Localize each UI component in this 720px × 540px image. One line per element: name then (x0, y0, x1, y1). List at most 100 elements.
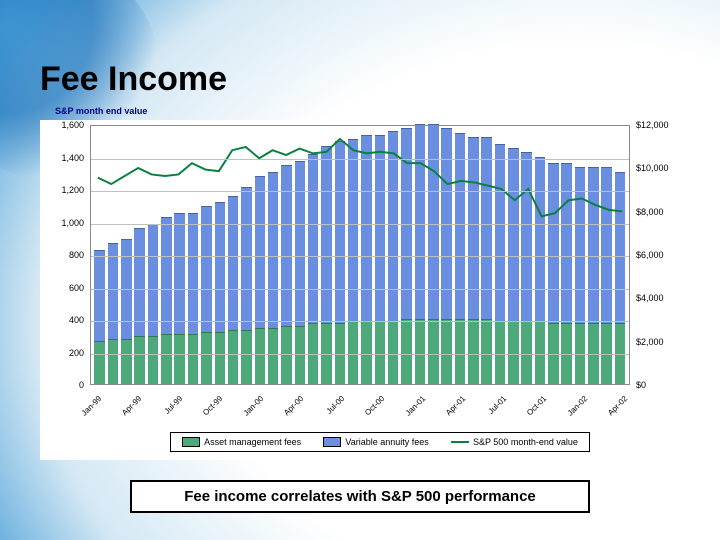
y-right-tick: $0 (636, 380, 646, 390)
bar-annuity (295, 161, 306, 326)
y-left-tick: 1,200 (61, 185, 84, 195)
y-right-tick: $6,000 (636, 250, 664, 260)
bar-stack (321, 146, 332, 384)
bar-annuity (548, 163, 559, 323)
bar-asset (94, 341, 105, 384)
bar-annuity (321, 146, 332, 324)
bar-asset (428, 319, 439, 384)
x-tick: Apr-01 (444, 394, 467, 417)
y-right-tick: $4,000 (636, 293, 664, 303)
bar-stack (615, 172, 626, 384)
bar-stack (348, 139, 359, 384)
bar-stack (495, 144, 506, 384)
bar-stack (295, 161, 306, 384)
y-left-tick: 0 (79, 380, 84, 390)
bar-annuity (201, 206, 212, 332)
bar-stack (561, 163, 572, 384)
bar-stack (268, 172, 279, 384)
legend-item-asset: Asset management fees (182, 437, 301, 447)
x-tick: Oct-00 (363, 394, 386, 417)
x-tick: Jul-01 (486, 394, 508, 416)
bar-stack (148, 224, 159, 384)
bar-annuity (174, 213, 185, 334)
bar-annuity (481, 137, 492, 319)
bar-asset (441, 319, 452, 384)
bar-asset (188, 334, 199, 384)
bar-stack (215, 202, 226, 384)
bar-annuity (308, 154, 319, 323)
bar-stack (428, 124, 439, 384)
bar-annuity (615, 172, 626, 324)
gridline (91, 321, 629, 322)
bar-asset (468, 319, 479, 384)
gridline (91, 224, 629, 225)
bar-asset (268, 328, 279, 384)
bar-asset (415, 319, 426, 384)
y-left-tick: 200 (69, 348, 84, 358)
legend-label: S&P 500 month-end value (473, 437, 578, 447)
x-tick: Jan-02 (565, 394, 589, 418)
bar-asset (161, 334, 172, 384)
y-left-tick: 1,000 (61, 218, 84, 228)
y-axis-left: 02004006008001,0001,2001,4001,600 (40, 125, 88, 385)
y-left-tick: 800 (69, 250, 84, 260)
bar-annuity (281, 165, 292, 325)
bar-annuity (335, 141, 346, 323)
bar-annuity (348, 139, 359, 321)
legend-line-sample (451, 441, 469, 443)
bar-stack (174, 213, 185, 384)
bar-stack (281, 165, 292, 384)
bar-stack (455, 133, 466, 384)
x-tick: Apr-00 (282, 394, 305, 417)
x-tick: Jan-01 (403, 394, 427, 418)
bar-annuity (94, 250, 105, 341)
bar-stack (481, 137, 492, 384)
bar-asset (481, 319, 492, 384)
bar-annuity (148, 224, 159, 337)
gridline (91, 191, 629, 192)
y-left-tick: 600 (69, 283, 84, 293)
bar-stack (201, 206, 212, 384)
gridline (91, 289, 629, 290)
bar-asset (215, 332, 226, 384)
bar-stack (335, 141, 346, 384)
bar-annuity (188, 213, 199, 334)
gridline (91, 354, 629, 355)
x-tick: Jan-00 (241, 394, 265, 418)
x-tick: Apr-99 (120, 394, 143, 417)
bar-stack (375, 135, 386, 384)
bar-stack (415, 124, 426, 384)
x-tick: Oct-99 (201, 394, 224, 417)
bar-annuity (415, 124, 426, 319)
bar-stack (508, 148, 519, 384)
bar-asset (108, 339, 119, 385)
bar-stack (134, 228, 145, 384)
bar-asset (281, 326, 292, 385)
bar-annuity (428, 124, 439, 319)
bar-annuity (255, 176, 266, 328)
bar-annuity (455, 133, 466, 319)
bar-group (91, 126, 629, 384)
bar-annuity (495, 144, 506, 322)
x-tick: Jul-99 (162, 394, 184, 416)
x-tick: Jan-99 (79, 394, 103, 418)
bar-annuity (508, 148, 519, 321)
bar-annuity (361, 135, 372, 321)
x-tick: Oct-01 (525, 394, 548, 417)
bar-annuity (268, 172, 279, 328)
y-left-tick: 1,400 (61, 153, 84, 163)
bar-stack (388, 131, 399, 384)
slide-title: Fee Income (40, 60, 227, 99)
y-left-tick: 1,600 (61, 120, 84, 130)
plot-area (90, 125, 630, 385)
bar-annuity (535, 157, 546, 322)
bar-asset (134, 336, 145, 384)
bar-asset (295, 326, 306, 385)
bar-stack (575, 167, 586, 384)
y-axis-right: $0$2,000$4,000$6,000$8,000$10,000$12,000 (632, 125, 680, 385)
bar-asset (201, 332, 212, 384)
bar-annuity (561, 163, 572, 323)
bar-stack (361, 135, 372, 384)
bar-stack (121, 239, 132, 384)
y-right-tick: $12,000 (636, 120, 669, 130)
